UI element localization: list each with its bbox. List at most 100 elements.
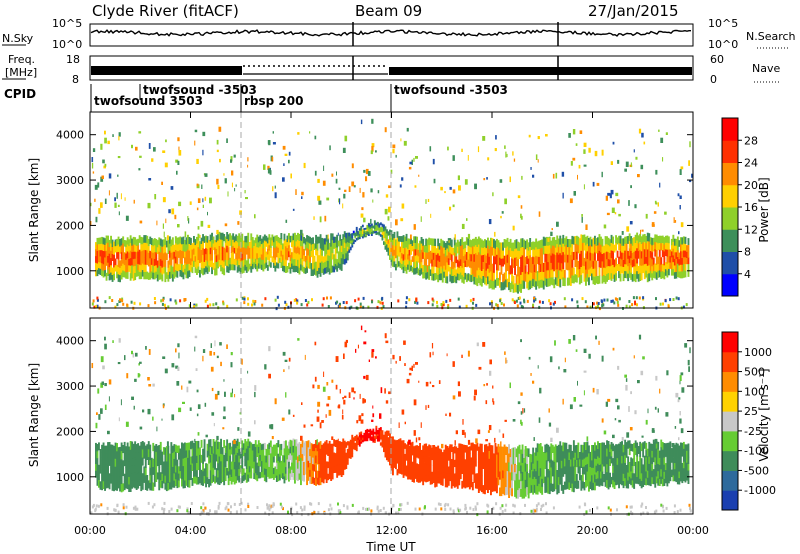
data-cell	[110, 475, 112, 484]
data-cell	[457, 175, 460, 181]
data-cell	[287, 305, 290, 309]
data-cell	[205, 259, 207, 267]
data-cell	[242, 253, 245, 261]
data-cell	[317, 178, 320, 183]
data-cell	[193, 456, 195, 464]
data-cell	[298, 442, 301, 449]
data-cell	[592, 237, 595, 246]
data-cell	[655, 264, 658, 273]
data-cell	[254, 263, 257, 270]
data-cell	[101, 269, 103, 277]
data-cell	[444, 479, 447, 488]
data-cell	[288, 245, 290, 252]
data-cell	[253, 240, 256, 246]
data-cell	[288, 468, 290, 475]
data-cell	[292, 233, 295, 241]
data-cell	[488, 240, 491, 249]
data-cell	[164, 461, 167, 469]
data-cell	[285, 252, 287, 260]
data-cell	[114, 239, 117, 247]
data-cell	[422, 445, 425, 453]
data-cell	[182, 264, 185, 273]
data-cell	[101, 243, 103, 251]
data-cell	[266, 449, 269, 456]
data-cell	[360, 435, 363, 438]
data-cell	[118, 132, 121, 137]
data-cell	[646, 470, 649, 478]
data-cell	[594, 450, 596, 459]
data-cell	[444, 465, 447, 474]
data-cell	[292, 239, 295, 247]
data-cell	[643, 271, 646, 280]
data-cell	[216, 178, 219, 185]
data-cell	[139, 302, 142, 306]
data-cell	[230, 469, 233, 477]
data-cell	[686, 245, 688, 252]
data-cell	[471, 245, 474, 254]
y-tick-label: 4000	[56, 129, 84, 142]
data-cell	[147, 238, 150, 247]
data-cell	[94, 198, 96, 202]
data-cell	[113, 267, 115, 274]
data-cell	[414, 451, 417, 457]
data-cell	[262, 247, 265, 255]
data-cell	[681, 244, 684, 252]
data-cell	[254, 472, 257, 480]
data-cell	[196, 255, 198, 263]
data-cell	[434, 245, 437, 253]
data-cell	[315, 440, 317, 448]
data-cell	[181, 471, 183, 480]
data-cell	[639, 478, 642, 487]
data-cell	[336, 240, 339, 248]
data-cell	[381, 296, 384, 300]
data-cell	[251, 237, 254, 243]
data-cell	[174, 214, 177, 220]
data-cell	[250, 239, 253, 247]
data-cell	[202, 247, 204, 255]
data-cell	[104, 250, 106, 258]
data-cell	[631, 472, 634, 481]
data-cell	[640, 250, 643, 259]
data-cell	[185, 464, 188, 472]
data-cell	[206, 443, 209, 451]
data-cell	[278, 444, 281, 451]
data-cell	[191, 255, 194, 262]
data-cell	[233, 469, 236, 477]
data-cell	[387, 457, 390, 462]
data-cell	[167, 453, 170, 461]
data-cell	[113, 445, 115, 454]
data-cell	[505, 247, 507, 256]
data-cell	[150, 457, 153, 467]
data-cell	[432, 453, 435, 460]
data-cell	[470, 247, 473, 255]
data-cell	[390, 453, 393, 460]
data-cell	[607, 272, 610, 280]
data-cell	[641, 229, 644, 232]
data-cell	[254, 248, 257, 254]
data-cell	[337, 441, 340, 448]
data-cell	[642, 234, 645, 243]
data-cell	[98, 464, 100, 473]
data-cell	[271, 256, 274, 263]
data-cell	[402, 253, 405, 261]
data-cell	[619, 469, 622, 478]
data-cell	[490, 445, 492, 454]
data-cell	[414, 467, 417, 474]
data-cell	[619, 455, 622, 464]
data-cell	[161, 260, 164, 268]
data-cell	[452, 261, 455, 270]
data-cell	[419, 443, 421, 450]
data-cell	[333, 254, 336, 261]
data-cell	[603, 458, 605, 467]
data-cell	[577, 244, 580, 254]
data-cell	[585, 457, 587, 465]
data-cell	[381, 433, 384, 437]
data-cell	[614, 297, 617, 301]
data-cell	[464, 445, 467, 453]
data-cell	[637, 250, 640, 259]
data-cell	[285, 440, 287, 448]
data-cell	[468, 260, 471, 268]
data-cell	[316, 450, 319, 458]
data-cell	[658, 235, 661, 243]
data-cell	[104, 445, 106, 454]
